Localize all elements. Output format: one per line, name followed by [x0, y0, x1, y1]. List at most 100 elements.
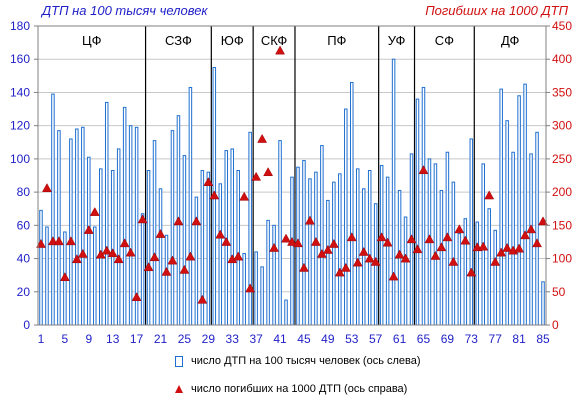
bar	[517, 95, 521, 326]
marker-point	[161, 266, 172, 276]
marker-point	[245, 283, 256, 293]
marker-point	[167, 255, 178, 265]
bar	[463, 218, 468, 326]
marker-point	[352, 257, 363, 267]
bar	[457, 233, 462, 326]
marker-point	[322, 244, 333, 254]
bar	[433, 163, 438, 326]
x-tick-label: 49	[321, 332, 335, 346]
bar	[272, 224, 276, 326]
region-label: СЗФ	[165, 33, 192, 48]
right-tick-label: 350	[552, 85, 572, 99]
x-tick-label: 37	[249, 332, 263, 346]
bar	[403, 216, 408, 326]
left-axis: 0 20 40 60 80 100 120 140 160 180	[10, 19, 38, 332]
marker-point	[460, 235, 471, 245]
bar	[87, 156, 91, 326]
marker-point	[287, 236, 297, 246]
bar	[75, 128, 79, 326]
region-label: ЮФ	[221, 33, 244, 48]
bar	[266, 219, 270, 326]
x-tick-label: 13	[106, 332, 120, 346]
bar	[391, 58, 396, 326]
bar	[81, 126, 85, 326]
bar	[188, 86, 193, 326]
marker-series	[36, 45, 548, 304]
right-tick-label: 100	[552, 252, 572, 266]
marker-point	[83, 224, 94, 234]
marker-point	[71, 254, 82, 264]
x-tick-label: 1	[38, 332, 45, 346]
bar	[361, 188, 366, 326]
left-tick-label: 160	[10, 52, 30, 66]
left-tick-label: 80	[17, 185, 31, 199]
region-label: СКФ	[261, 33, 288, 48]
marker-point	[233, 251, 244, 261]
marker-point	[221, 236, 232, 246]
region-label: ЦФ	[82, 33, 102, 48]
left-tick-label: 140	[10, 85, 30, 99]
bar	[98, 168, 103, 326]
marker-point	[239, 191, 250, 201]
marker-point	[155, 228, 166, 238]
bar	[230, 148, 234, 326]
chart-title-right: Погибших на 1000 ДТП	[425, 3, 568, 18]
bar	[367, 170, 372, 326]
bar	[110, 170, 115, 326]
bar	[338, 173, 342, 326]
bar	[122, 106, 127, 326]
bar	[523, 83, 527, 326]
bar	[302, 160, 306, 326]
left-tick-label: 100	[10, 152, 30, 166]
marker-point	[406, 234, 417, 244]
marker-point	[412, 244, 423, 254]
legend: число ДТП на 100 тысяч человек (ось слев…	[175, 352, 421, 408]
right-axis: 0 50 100 150 200 250 300 350 400 450	[546, 19, 572, 332]
left-tick-label: 60	[17, 218, 31, 232]
region-label: СФ	[435, 33, 454, 48]
marker-point	[36, 238, 46, 248]
bar	[290, 176, 294, 326]
marker-point	[358, 246, 369, 256]
marker-point	[532, 238, 542, 248]
marker-point	[394, 249, 405, 259]
marker-point	[149, 252, 160, 262]
bar	[421, 86, 426, 326]
marker-point	[340, 262, 351, 272]
legend-triangle-swatch	[175, 385, 183, 393]
x-tick-label: 53	[345, 332, 359, 346]
x-axis: 1 5 9 13 17 21 25 29 33 37 41 45 49 53 57 61 65 69 73 77 81 8…	[38, 332, 550, 346]
marker-point	[179, 264, 190, 274]
marker-point	[101, 245, 112, 255]
marker-point	[269, 242, 279, 252]
marker-point	[334, 267, 345, 277]
x-tick-label: 25	[178, 332, 192, 346]
right-tick-label: 300	[552, 119, 572, 133]
bar	[164, 234, 169, 326]
legend-bar-swatch	[175, 355, 183, 367]
left-tick-label: 40	[17, 252, 31, 266]
bar	[541, 281, 545, 326]
x-tick-label: 9	[85, 332, 92, 346]
legend-item-bars: число ДТП на 100 тысяч человек (ось слев…	[175, 352, 421, 370]
marker-point	[490, 256, 501, 266]
bar	[350, 81, 354, 326]
right-tick-label: 400	[552, 52, 572, 66]
bar	[128, 125, 133, 326]
bar	[487, 208, 491, 326]
marker-point	[191, 216, 202, 226]
marker-point	[299, 262, 309, 272]
legend-label-bars: число ДТП на 100 тысяч человек (ось слев…	[191, 355, 421, 367]
marker-point	[466, 267, 477, 277]
bar	[69, 138, 73, 326]
bar	[320, 145, 324, 326]
marker-point	[442, 232, 453, 242]
marker-point	[448, 256, 459, 266]
bar	[242, 253, 246, 326]
marker-point	[310, 236, 321, 246]
marker-point	[173, 216, 184, 226]
marker-point	[113, 254, 124, 264]
bar	[284, 299, 288, 326]
bar	[439, 189, 444, 326]
